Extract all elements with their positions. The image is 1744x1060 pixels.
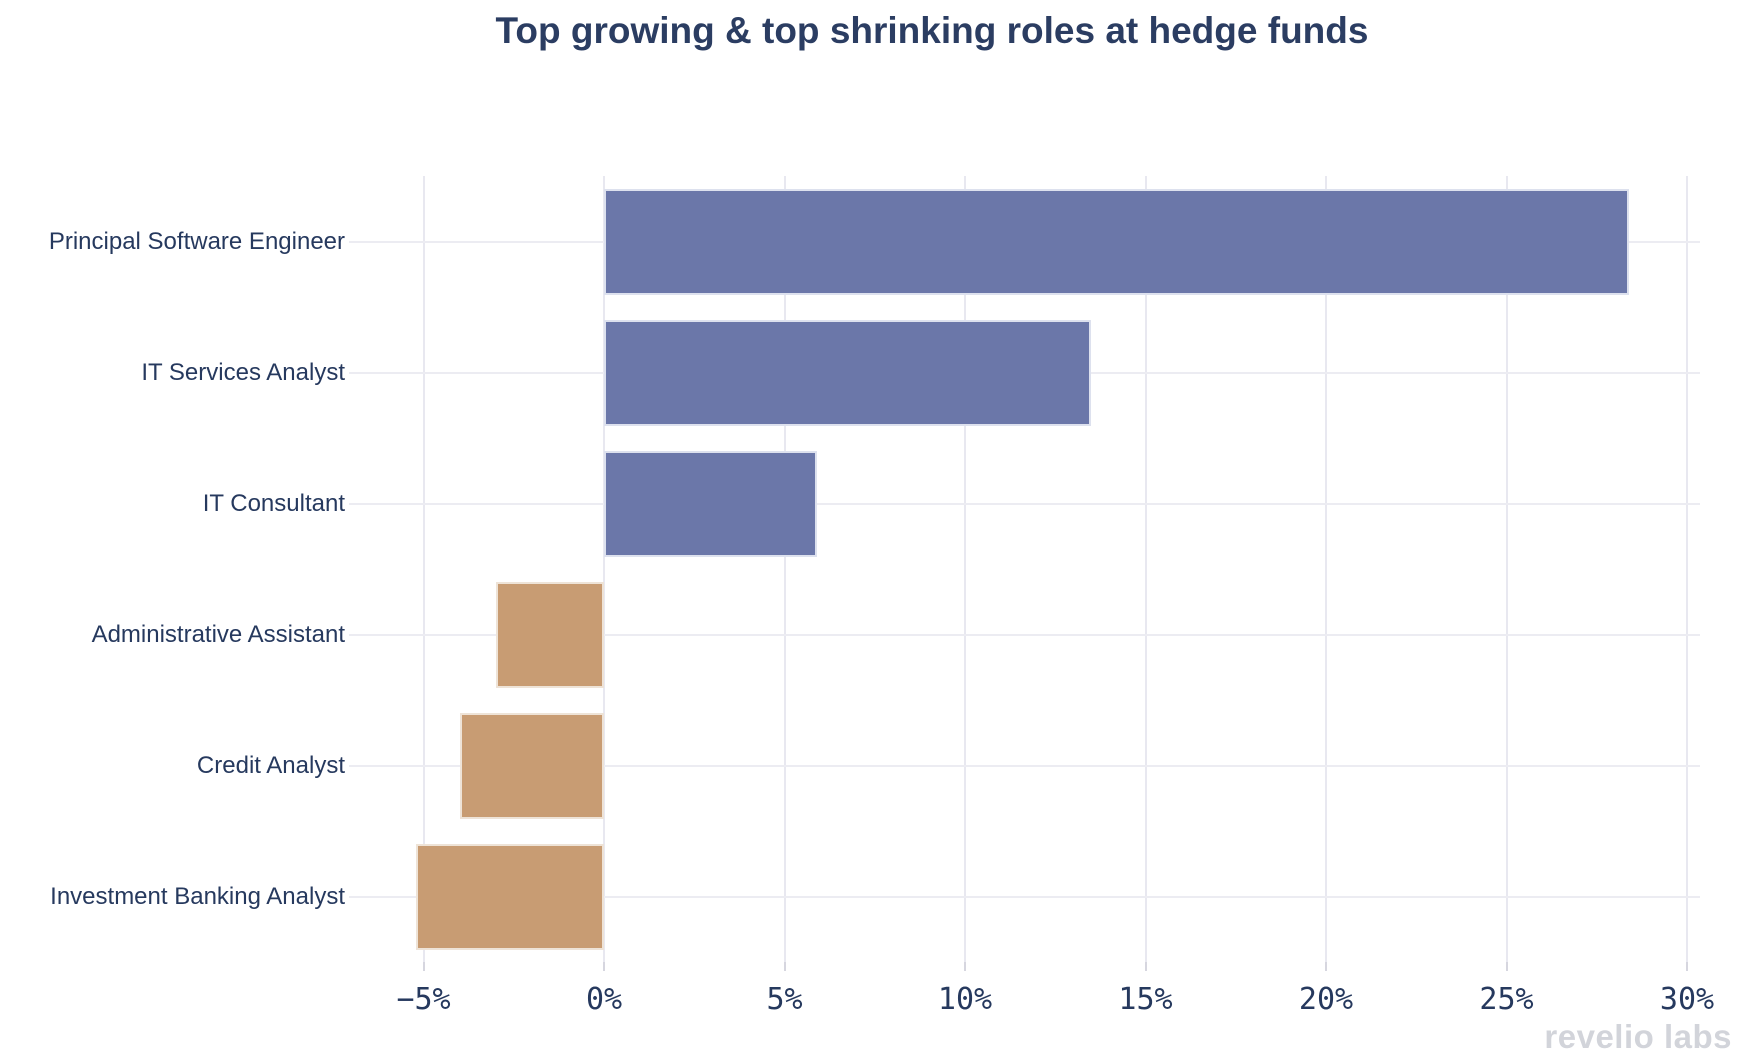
x-tick-label: 15% xyxy=(1118,982,1173,1017)
bar-principal-software-engineer xyxy=(604,188,1630,295)
category-label: Credit Analyst xyxy=(196,751,345,779)
x-tick-mark xyxy=(1505,962,1508,971)
x-tick-mark xyxy=(603,962,605,971)
x-gridline xyxy=(422,176,425,962)
plot-panel xyxy=(349,176,1700,971)
x-tick-label: 0% xyxy=(585,982,623,1017)
category-label: IT Services Analyst xyxy=(141,358,345,386)
y-gridline xyxy=(349,633,1700,636)
bar-administrative-assistant xyxy=(495,581,604,688)
x-tick-mark xyxy=(422,962,425,971)
category-label: Administrative Assistant xyxy=(91,620,345,648)
bar-it-consultant xyxy=(604,450,817,557)
x-tick-label: 5% xyxy=(766,982,803,1017)
x-tick-mark xyxy=(1144,962,1147,971)
revelio-labs-logo: revelio labs xyxy=(1544,1018,1732,1055)
x-gridline xyxy=(783,176,786,962)
x-tick-label: 20% xyxy=(1298,982,1354,1017)
x-gridline xyxy=(1144,176,1147,962)
x-gridline xyxy=(1505,176,1508,962)
x-tick-label: 10% xyxy=(937,982,993,1017)
bar-it-services-analyst xyxy=(604,319,1092,426)
x-tick-mark xyxy=(964,962,966,971)
category-label: Principal Software Engineer xyxy=(48,227,345,255)
x-tick-mark xyxy=(1325,962,1327,971)
x-tick-mark xyxy=(783,962,786,971)
y-gridline xyxy=(349,502,1700,505)
x-gridline xyxy=(964,176,966,962)
x-tick-label: 25% xyxy=(1479,982,1534,1017)
chart-title: Top growing & top shrinking roles at hed… xyxy=(495,10,1369,51)
bar-credit-analyst xyxy=(459,712,604,819)
y-gridline xyxy=(349,764,1700,767)
category-label: IT Consultant xyxy=(202,489,345,517)
x-tick-label: 30% xyxy=(1659,982,1715,1017)
x-tick-mark xyxy=(1686,962,1688,971)
x-gridline xyxy=(1325,176,1327,962)
x-gridline xyxy=(1686,176,1688,962)
y-gridline xyxy=(349,895,1700,898)
x-tick-label: −5% xyxy=(396,982,451,1017)
category-label: Investment Banking Analyst xyxy=(50,882,345,910)
x-gridline xyxy=(603,176,605,962)
bar-investment-banking-analyst xyxy=(416,843,604,950)
